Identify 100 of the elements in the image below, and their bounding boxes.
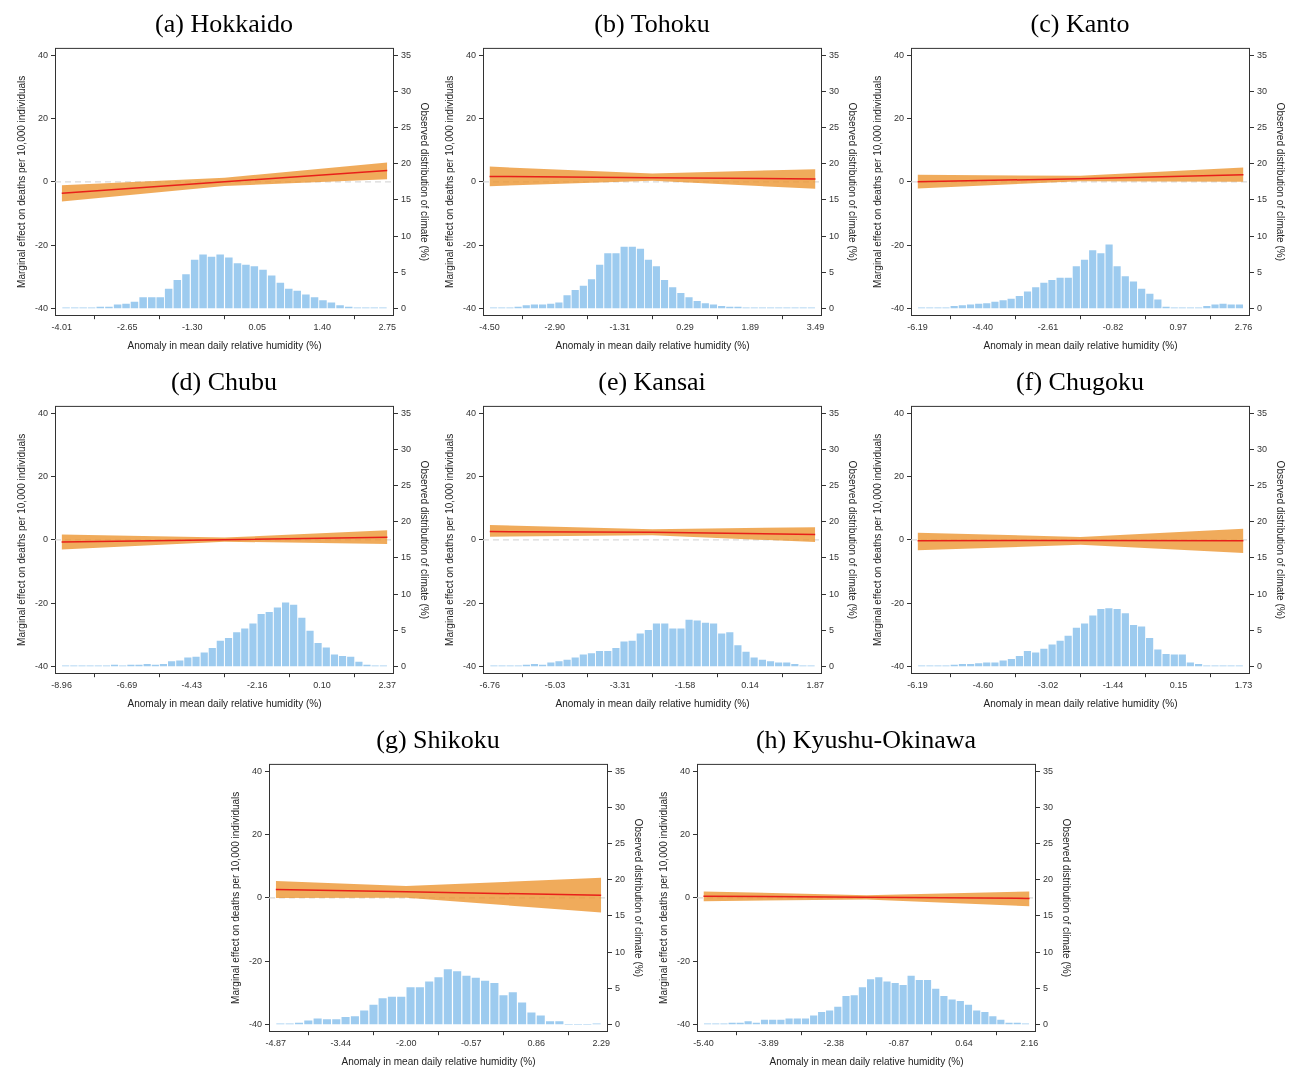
y2-tick-label: 0 <box>1042 1019 1048 1030</box>
y-tick-label: 20 <box>893 112 905 123</box>
chart-title: (g) Shikoku <box>375 724 501 756</box>
y2-tick-label: 30 <box>1256 85 1267 96</box>
y2-tick-label: 25 <box>828 479 839 490</box>
x-tick-label: 1.89 <box>741 322 759 333</box>
x-tick-label: -3.89 <box>758 1038 779 1049</box>
x-tick-label: 2.29 <box>592 1038 610 1049</box>
y2-tick-label: 30 <box>828 443 839 454</box>
y2-axis-title: Observed distribution of climate (%) <box>847 460 859 619</box>
y2-tick-label: 35 <box>400 49 411 60</box>
y2-tick-label: 25 <box>1042 837 1053 848</box>
y2-tick-label: 20 <box>828 516 839 527</box>
y-tick-label: -40 <box>34 303 49 314</box>
y2-axis-title: Observed distribution of climate (%) <box>1275 102 1287 261</box>
y-tick-label: 0 <box>470 176 477 187</box>
x-tick-label: -4.01 <box>51 322 73 333</box>
x-tick-label: -4.40 <box>972 322 993 333</box>
x-tick-label: -8.96 <box>51 680 72 691</box>
y-tick-label: 40 <box>893 49 905 60</box>
y2-tick-label: 0 <box>400 661 406 672</box>
y-tick-label: -40 <box>890 661 905 672</box>
x-tick-label: -4.87 <box>265 1038 287 1049</box>
x-tick-label: -3.31 <box>609 680 631 691</box>
x-tick-label: -4.43 <box>181 680 203 691</box>
y2-tick-label: 0 <box>614 1019 620 1030</box>
y2-tick-label: 35 <box>828 407 839 418</box>
x-tick-label: -5.40 <box>693 1038 714 1049</box>
y-tick-label: 0 <box>42 534 49 545</box>
x-tick-label: 0.10 <box>313 680 331 691</box>
y2-axis-title: Observed distribution of climate (%) <box>1275 460 1287 619</box>
y-tick-label: 40 <box>465 49 477 60</box>
y2-tick-label: 35 <box>614 765 625 776</box>
x-tick-label: 2.37 <box>378 680 397 691</box>
y2-tick-label: 10 <box>400 588 411 599</box>
x-tick-label: 1.40 <box>313 322 332 333</box>
y-tick-label: 0 <box>898 176 905 187</box>
y-tick-label: -20 <box>676 955 691 966</box>
y-tick-label: -20 <box>890 597 905 608</box>
y2-tick-label: 5 <box>400 624 406 635</box>
x-tick-label: 1.87 <box>806 680 824 691</box>
x-tick-label: -3.44 <box>330 1038 352 1049</box>
x-tick-label: -0.82 <box>1102 322 1124 333</box>
x-tick-label: 0.64 <box>955 1038 973 1049</box>
x-tick-label: 0.86 <box>527 1038 545 1049</box>
x-tick-label: -4.50 <box>479 322 500 333</box>
y2-axis-title: Observed distribution of climate (%) <box>633 818 645 977</box>
y2-tick-label: 20 <box>614 874 625 885</box>
x-tick-label: 0.05 <box>248 322 267 333</box>
y-tick-label: -20 <box>34 597 49 608</box>
y-axis-title: Marginal effect on deaths per 10,000 individuals <box>15 75 27 288</box>
x-tick-label: 0.14 <box>741 680 759 691</box>
x-tick-label: -6.76 <box>479 680 501 691</box>
x-tick-label: -2.00 <box>395 1038 417 1049</box>
x-tick-label: -1.44 <box>1102 680 1124 691</box>
x-tick-label: -6.19 <box>907 680 928 691</box>
x-tick-label: -1.30 <box>181 322 203 333</box>
y2-tick-label: 10 <box>1042 946 1053 957</box>
x-tick-label: -2.61 <box>1037 322 1059 333</box>
y2-tick-label: 30 <box>1042 801 1053 812</box>
y-tick-label: -40 <box>890 303 905 314</box>
y2-tick-label: 20 <box>1256 516 1267 527</box>
y2-tick-label: 20 <box>1042 874 1053 885</box>
x-tick-label: -2.65 <box>116 322 138 333</box>
y-tick-label: -40 <box>248 1019 263 1030</box>
y-tick-label: -20 <box>248 955 263 966</box>
y2-tick-label: 15 <box>1256 552 1267 563</box>
chart-title: (a) Hokkaido <box>154 8 294 40</box>
chart-title: (f) Chugoku <box>1015 366 1145 398</box>
y-tick-label: 40 <box>679 765 691 776</box>
y-axis-title: Marginal effect on deaths per 10,000 individuals <box>229 791 241 1004</box>
y2-tick-label: 30 <box>1256 443 1267 454</box>
y2-tick-label: 5 <box>614 982 620 993</box>
x-tick-label: -1.58 <box>674 680 696 691</box>
y2-tick-label: 0 <box>1256 303 1262 314</box>
x-tick-label: 2.76 <box>1234 322 1253 333</box>
x-axis-title: Anomaly in mean daily relative humidity (%) <box>555 697 750 709</box>
y2-axis-title: Observed distribution of climate (%) <box>419 460 431 619</box>
x-tick-label: -4.60 <box>972 680 994 691</box>
y2-tick-label: 5 <box>1256 624 1262 635</box>
x-axis-title: Anomaly in mean daily relative humidity (%) <box>983 339 1178 351</box>
y2-tick-label: 35 <box>828 49 839 60</box>
x-tick-label: -3.02 <box>1037 680 1059 691</box>
y2-axis-title: Observed distribution of climate (%) <box>847 102 859 261</box>
y2-tick-label: 30 <box>614 801 625 812</box>
x-axis-title: Anomaly in mean daily relative humidity (%) <box>127 697 322 709</box>
y-tick-label: 40 <box>37 49 49 60</box>
y-tick-label: 0 <box>256 892 263 903</box>
y-axis-title: Marginal effect on deaths per 10,000 individuals <box>657 791 669 1004</box>
y2-tick-label: 15 <box>1256 194 1267 205</box>
y2-tick-label: 0 <box>828 661 834 672</box>
y2-tick-label: 10 <box>614 946 625 957</box>
y-axis-title: Marginal effect on deaths per 10,000 individuals <box>871 433 883 646</box>
y-tick-label: 20 <box>465 470 477 481</box>
y2-tick-label: 30 <box>400 85 411 96</box>
y-tick-label: -40 <box>34 661 49 672</box>
y-tick-label: -20 <box>34 239 49 250</box>
y2-tick-label: 35 <box>1256 49 1267 60</box>
y2-tick-label: 15 <box>828 194 839 205</box>
y2-tick-label: 30 <box>828 85 839 96</box>
